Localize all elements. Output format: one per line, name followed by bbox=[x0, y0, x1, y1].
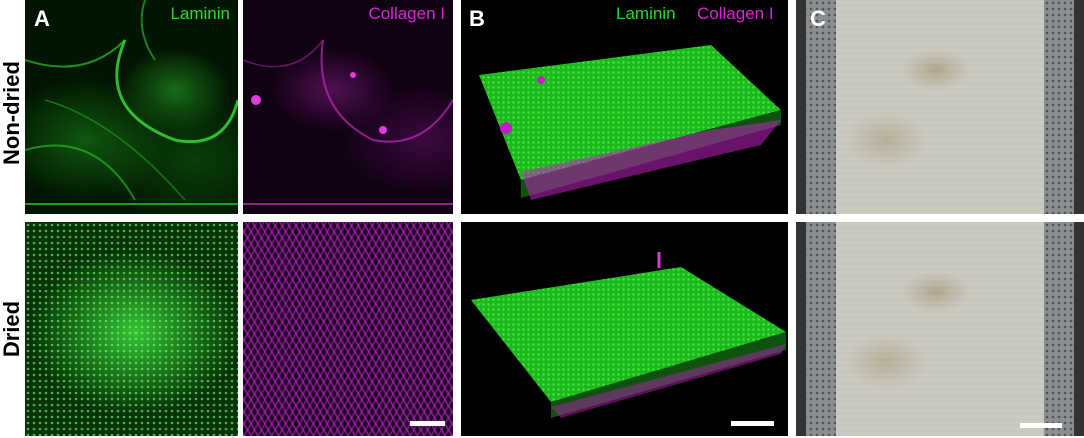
collagen-network-image bbox=[243, 39, 453, 205]
frame-left bbox=[796, 222, 806, 436]
panel-a-laminin-dried bbox=[25, 222, 238, 436]
collagen-label: Collagen I bbox=[368, 4, 445, 23]
panel-letter-c: C bbox=[810, 6, 826, 31]
merged-collagen-label: Collagen I bbox=[697, 4, 774, 23]
panel-c-brightfield-non-dried: C bbox=[796, 0, 1084, 214]
scale-bar-c bbox=[1020, 423, 1062, 428]
panel-a-laminin-non-dried: A Laminin bbox=[25, 0, 238, 214]
panel-b-merged-non-dried: B Laminin Collagen I bbox=[461, 0, 788, 214]
frame-right bbox=[1074, 222, 1084, 436]
frame-left bbox=[796, 0, 806, 214]
dried-laminin-image bbox=[25, 222, 238, 436]
fiber-network-image bbox=[25, 0, 238, 205]
row-label-non-dried: Non-dried bbox=[0, 61, 24, 165]
row-label-dried: Dried bbox=[0, 300, 24, 358]
panel-a-collagen-non-dried: Collagen I bbox=[243, 0, 453, 214]
merged-3d-dried-image bbox=[471, 252, 786, 418]
panel-c-brightfield-dried bbox=[796, 222, 1084, 436]
scale-bar-b bbox=[731, 421, 774, 426]
panel-a-collagen-dried bbox=[243, 222, 453, 436]
merged-laminin-label: Laminin bbox=[616, 4, 676, 23]
scale-bar-a bbox=[410, 421, 445, 426]
panel-letter-b: B bbox=[469, 6, 485, 31]
laminin-label: Laminin bbox=[170, 4, 230, 23]
merged-3d-non-dried-image bbox=[479, 45, 781, 200]
panel-letter-a: A bbox=[34, 6, 50, 31]
panel-b-merged-dried bbox=[461, 222, 788, 436]
frame-right bbox=[1074, 0, 1084, 214]
